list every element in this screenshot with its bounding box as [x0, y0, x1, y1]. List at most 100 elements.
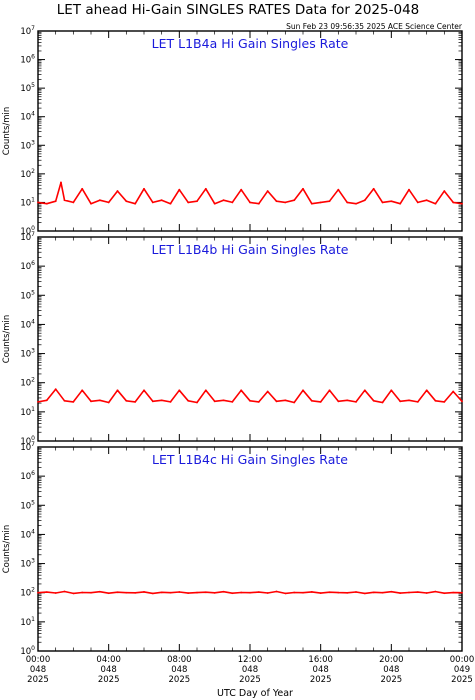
x-tick-label-day: 048 [30, 665, 46, 675]
data-point [452, 591, 455, 594]
y-tick-label: 104 [20, 528, 35, 540]
data-point [240, 389, 243, 392]
data-point [125, 399, 128, 402]
data-point [372, 591, 375, 594]
data-point [213, 202, 216, 205]
data-point [196, 591, 198, 594]
data-point [98, 199, 101, 202]
x-axis-labels: 00:00048202504:00048202508:00048202512:0… [26, 655, 475, 685]
data-point [249, 399, 251, 402]
x-tick-label-day: 048 [313, 665, 329, 675]
data-point [355, 591, 357, 593]
data-point [363, 389, 366, 392]
data-point [178, 389, 181, 392]
data-point [240, 188, 243, 191]
data-point [54, 200, 57, 203]
data-point [372, 187, 375, 190]
data-point [257, 400, 260, 403]
data-point [302, 187, 304, 190]
data-point [355, 202, 357, 205]
data-point [72, 400, 75, 403]
data-point [178, 188, 181, 191]
data-point [443, 400, 446, 403]
data-point [399, 592, 402, 594]
chart-title: LET L1B4c Hi Gain Singles Rate [152, 452, 348, 467]
x-tick-label-day: 048 [101, 665, 117, 675]
data-point [328, 200, 331, 203]
plot-frame [37, 236, 463, 442]
data-point [169, 591, 172, 594]
x-tick-label-year: 2025 [98, 675, 120, 685]
y-tick-label: 104 [20, 111, 35, 123]
data-point [187, 592, 190, 594]
data-point [81, 389, 84, 392]
data-point [213, 400, 216, 403]
data-point [452, 390, 455, 393]
data-point [275, 590, 278, 593]
data-point [116, 591, 119, 594]
data-point [381, 591, 384, 594]
data-point [98, 590, 101, 593]
data-point [81, 591, 84, 594]
y-tick-label: 101 [20, 196, 35, 208]
data-point [249, 201, 251, 204]
data-point [461, 591, 463, 594]
y-axis-label: Counts/min [2, 315, 12, 364]
data-point [60, 181, 62, 184]
data-point [125, 200, 128, 203]
data-point [346, 201, 349, 204]
data-point [275, 200, 278, 203]
data-point [452, 201, 455, 204]
data-point [116, 190, 119, 192]
data-point [425, 389, 428, 392]
data-point [293, 401, 296, 404]
data-point [81, 187, 84, 190]
data-point [319, 400, 322, 403]
data-point [196, 200, 198, 203]
data-point [293, 199, 296, 202]
data-point [310, 399, 313, 402]
data-point [98, 399, 101, 402]
data-point [45, 202, 48, 205]
data-point [399, 202, 402, 205]
y-tick-label: 106 [20, 54, 35, 66]
data-point [125, 591, 128, 594]
data-point [310, 202, 313, 205]
y-tick-label: 107 [20, 231, 35, 243]
data-point [266, 592, 269, 594]
data-point [434, 202, 437, 205]
data-point [160, 591, 163, 594]
data-point [319, 201, 322, 204]
x-tick-label-time: 12:00 [238, 655, 263, 665]
data-point [45, 591, 48, 593]
data-point [151, 400, 154, 403]
data-point [416, 400, 419, 403]
y-tick-label: 106 [20, 260, 35, 272]
y-tick-label: 103 [20, 139, 35, 151]
data-point [416, 591, 419, 593]
data-point [160, 199, 163, 202]
data-point [169, 202, 172, 205]
data-point [143, 389, 145, 392]
data-point [151, 201, 154, 204]
data-point [461, 202, 463, 205]
data-point [90, 202, 92, 205]
chart-title: LET L1B4b Hi Gain Singles Rate [152, 242, 349, 257]
data-point [337, 188, 340, 191]
data-point [72, 592, 75, 595]
data-point [143, 187, 145, 190]
data-point [45, 399, 48, 402]
y-axis-label: Counts/min [2, 525, 12, 574]
data-point [134, 591, 137, 594]
y-tick-label: 103 [20, 558, 35, 570]
x-tick-label-year: 2025 [27, 675, 49, 685]
data-point [355, 400, 357, 403]
data-point [204, 591, 207, 594]
data-point [116, 389, 119, 392]
y-axis-label: Counts/min [2, 107, 12, 156]
data-point [346, 591, 349, 594]
x-tick-label-year: 2025 [239, 675, 261, 685]
